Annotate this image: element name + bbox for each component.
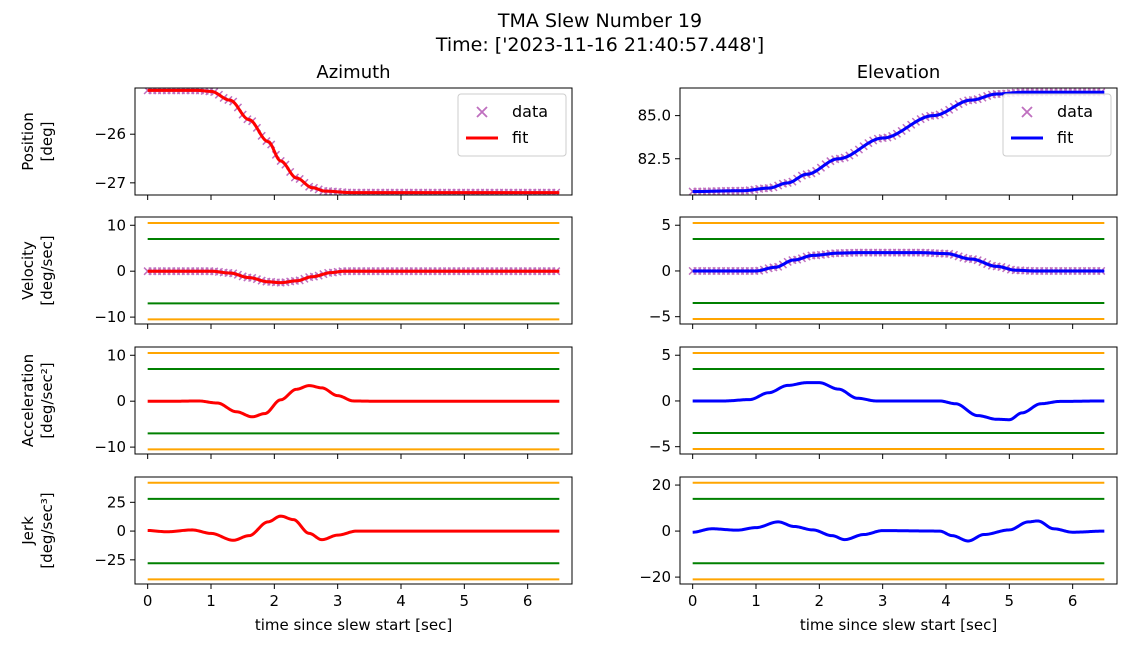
legend: data fit: [1002, 93, 1112, 157]
y-tick-label: 0: [116, 262, 126, 280]
plot-area: [688, 221, 1106, 320]
x-tick-label: 4: [941, 592, 951, 610]
y-tick-label: −5: [649, 308, 671, 326]
y-tick-label: −20: [639, 568, 671, 586]
y-axis-label: Acceleration [deg/sec²]: [19, 354, 56, 447]
panel-az_position: −26 −27 Position [deg] Azimuth data fit: [19, 62, 573, 200]
x-tick-label: 1: [206, 592, 216, 610]
y-tick-label: 82.5: [638, 150, 671, 168]
figure-subtitle: Time: ['2023-11-16 21:40:57.448']: [435, 34, 764, 56]
figure-title: TMA Slew Number 19: [497, 10, 702, 32]
panel-az_acceleration: 10 0 −10 Acceleration [deg/sec²]: [19, 346, 573, 459]
panel-el_jerk: 0 1 2 3 4 5 6 time since slew start [sec] 20 0 −20: [639, 476, 1118, 634]
plot-area: [688, 88, 1106, 195]
panel-el_position: 85.0 82.5 Elevation data fit: [638, 62, 1118, 200]
axes-frame: [134, 346, 573, 455]
plot-area: [147, 351, 560, 451]
x-tick-label: 3: [333, 592, 343, 610]
legend-data-label: data: [1057, 102, 1093, 121]
y-axis-label-line2: [deg/sec²]: [38, 362, 56, 438]
y-tick-label: 85.0: [638, 107, 671, 125]
y-tick-label: 10: [107, 346, 126, 364]
axes-frame: [679, 476, 1118, 585]
x-tick-label: 2: [270, 592, 280, 610]
y-tick-label: 5: [661, 216, 671, 234]
plot-area: [692, 351, 1105, 450]
y-axis-label-line1: Velocity: [19, 241, 37, 300]
y-axis-label: Jerk [deg/sec³]: [19, 492, 56, 568]
axes-frame: [679, 87, 1118, 196]
y-tick-label: −5: [649, 438, 671, 456]
x-axis-label: time since slew start [sec]: [255, 616, 452, 634]
x-tick-label: 1: [751, 592, 761, 610]
fit-line: [692, 519, 1105, 543]
fit-line: [147, 88, 560, 195]
fit-line: [147, 269, 560, 285]
plot-area: [147, 481, 560, 581]
panel-el_velocity: 5 0 −5: [649, 216, 1118, 329]
legend-data-marker: [1021, 106, 1033, 118]
legend: data fit: [457, 93, 567, 157]
axes-frame: [134, 87, 573, 196]
x-tick-label: 3: [878, 592, 888, 610]
y-axis-label: Velocity [deg/sec]: [19, 235, 56, 305]
y-tick-label: 0: [116, 392, 126, 410]
panel-az_velocity: 10 0 −10 Velocity [deg/sec]: [19, 216, 573, 329]
y-tick-label: 25: [107, 493, 126, 511]
y-tick-label: 0: [661, 522, 671, 540]
panel-el_acceleration: 5 0 −5: [649, 346, 1118, 459]
legend-data-label: data: [512, 102, 548, 121]
y-tick-label: 10: [107, 216, 126, 234]
y-tick-label: 5: [661, 346, 671, 364]
x-tick-label: 6: [523, 592, 533, 610]
x-tick-label: 0: [143, 592, 153, 610]
fit-line: [692, 251, 1105, 273]
y-tick-label: 0: [116, 522, 126, 540]
y-axis-label-line1: Position: [19, 112, 37, 170]
y-tick-label: −10: [94, 308, 126, 326]
panel-az_jerk: 0 1 2 3 4 5 6 time since slew start [sec] 25 0 −25…: [19, 476, 573, 634]
column-title: Azimuth: [316, 62, 390, 83]
y-axis-label-line1: Acceleration: [19, 354, 37, 447]
fit-line: [147, 514, 560, 542]
x-tick-label: 5: [1005, 592, 1015, 610]
fit-line: [692, 90, 1105, 194]
y-tick-label: −10: [94, 438, 126, 456]
plot-area: [143, 221, 561, 321]
y-axis-label-line1: Jerk: [19, 516, 37, 546]
legend-fit-label: fit: [1057, 128, 1073, 147]
x-tick-label: 5: [460, 592, 470, 610]
fit-line: [692, 381, 1105, 422]
y-tick-label: 20: [652, 476, 671, 494]
y-axis-label-line2: [deg/sec³]: [38, 492, 56, 568]
x-axis-label: time since slew start [sec]: [800, 616, 997, 634]
column-title: Elevation: [857, 62, 941, 83]
legend-data-marker: [476, 106, 488, 118]
axes-frame: [134, 476, 573, 585]
y-tick-label: −25: [94, 551, 126, 569]
axes-frame: [134, 216, 573, 325]
y-tick-label: −27: [94, 174, 126, 192]
x-tick-label: 4: [396, 592, 406, 610]
y-tick-label: 0: [661, 262, 671, 280]
legend-fit-label: fit: [512, 128, 528, 147]
y-tick-label: −26: [94, 125, 126, 143]
plot-area: [692, 481, 1105, 581]
y-axis-label: Position [deg]: [19, 112, 56, 170]
y-axis-label-line2: [deg/sec]: [38, 235, 56, 305]
y-axis-label-line2: [deg]: [38, 122, 56, 162]
x-tick-label: 6: [1068, 592, 1078, 610]
x-tick-label: 0: [688, 592, 698, 610]
y-tick-label: 0: [661, 392, 671, 410]
panels-group: −26 −27 Position [deg] Azimuth data fit 85.0 82.…: [19, 62, 1118, 634]
x-tick-label: 2: [815, 592, 825, 610]
fit-line: [147, 384, 560, 419]
